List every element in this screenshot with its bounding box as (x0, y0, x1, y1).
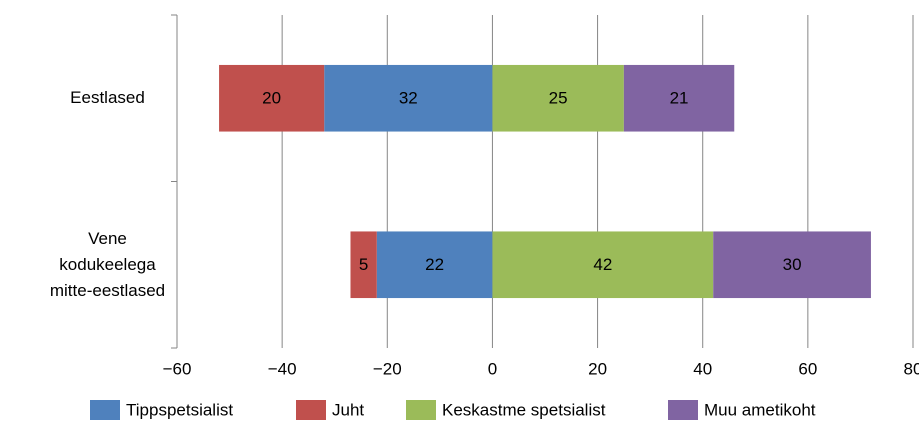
bar-segment (623, 64, 735, 132)
bar-segment (324, 64, 493, 132)
legend-label: Tippspetsialist (126, 400, 233, 419)
legend-label: Muu ametikoht (704, 400, 816, 419)
data-label: 25 (549, 89, 568, 108)
x-tick-label: 20 (588, 359, 607, 378)
legend-swatch (90, 400, 120, 420)
data-label: 42 (593, 255, 612, 274)
x-tick-label: 0 (488, 359, 497, 378)
category-label: Vene kodukeelega mitte-eestlased (49, 228, 166, 300)
x-tick-label: −60 (163, 359, 192, 378)
legend-label: Keskastme spetsialist (442, 400, 606, 419)
category-label: Eestlased (70, 88, 145, 108)
data-label: 20 (262, 89, 281, 108)
legend-label: Juht (332, 400, 364, 419)
bar-segment (376, 231, 493, 299)
x-tick-label: 60 (798, 359, 817, 378)
x-tick-label: 40 (693, 359, 712, 378)
legend-swatch (296, 400, 326, 420)
bar-segment (492, 231, 714, 299)
x-tick-label: −20 (373, 359, 402, 378)
data-label: 22 (425, 255, 444, 274)
data-label: 21 (670, 89, 689, 108)
x-tick-label: 80 (904, 359, 919, 378)
legend-swatch (668, 400, 698, 420)
x-tick-label: −40 (268, 359, 297, 378)
data-label: 32 (399, 89, 418, 108)
data-label: 30 (783, 255, 802, 274)
bar-segment (713, 231, 871, 299)
data-label: 5 (359, 255, 368, 274)
bar-segment (350, 231, 377, 299)
bar-segment (492, 64, 624, 132)
bar-segment (219, 64, 325, 132)
legend-swatch (406, 400, 436, 420)
